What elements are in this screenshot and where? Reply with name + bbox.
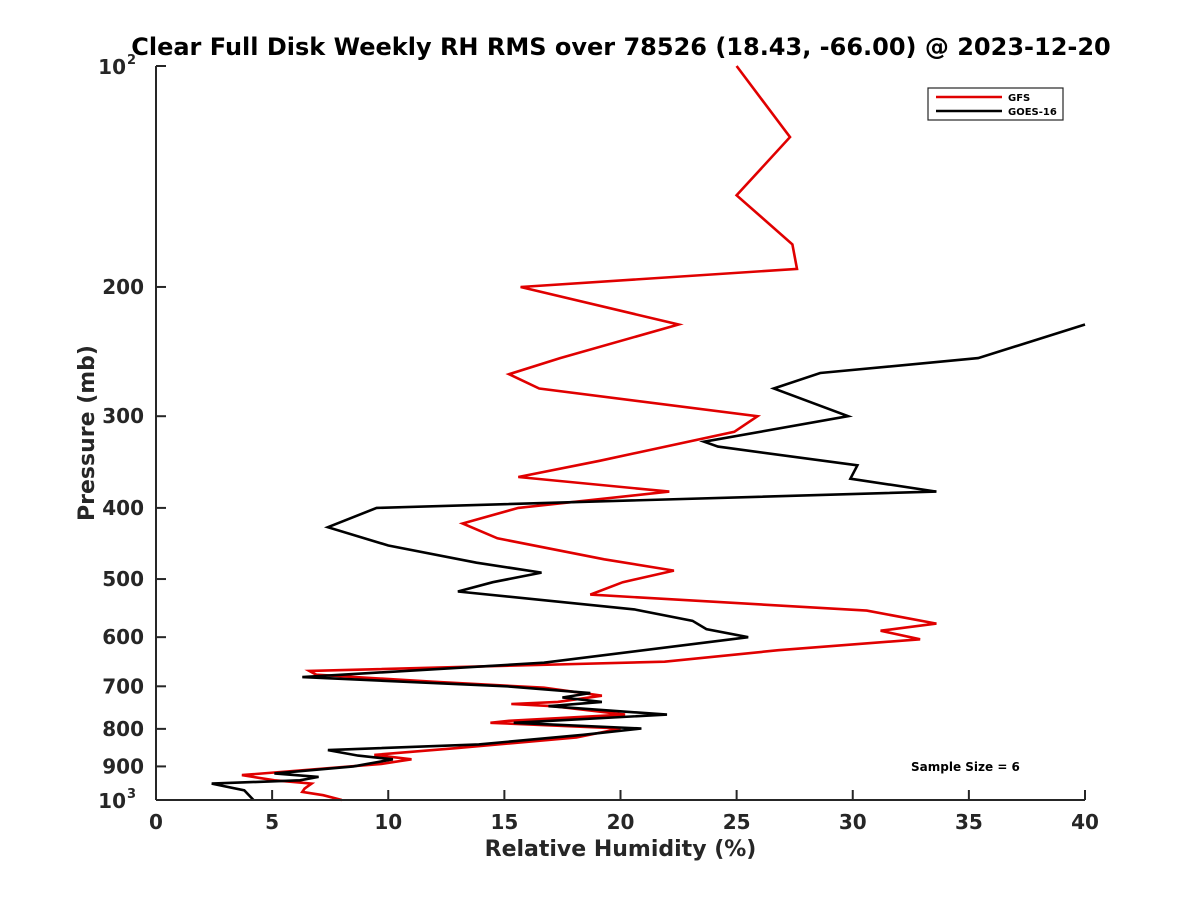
x-tick-label: 25: [723, 810, 751, 834]
y-tick-label: 10 2: [98, 53, 136, 79]
y-tick-label: 10 3: [98, 787, 136, 813]
series-line-gfs: [241, 65, 937, 802]
y-tick-label: 600: [102, 625, 144, 649]
y-tick-label: 400: [102, 496, 144, 520]
legend-label-goes16: GOES-16: [1008, 107, 1057, 118]
x-tick-label: 15: [490, 810, 518, 834]
x-tick-label: 40: [1071, 810, 1099, 834]
x-axis-label: Relative Humidity (%): [485, 837, 757, 862]
y-tick-label-base: 10: [98, 789, 126, 813]
legend-label-gfs: GFS: [1008, 93, 1030, 104]
y-tick-label: 800: [102, 717, 144, 741]
series-layer: [211, 65, 1086, 802]
x-tick-label: 0: [149, 810, 163, 834]
x-tick-label: 35: [955, 810, 983, 834]
y-axis-label: Pressure (mb): [75, 345, 100, 521]
x-tick-label: 5: [265, 810, 279, 834]
x-tick-label: 30: [839, 810, 867, 834]
y-tick-label: 900: [102, 754, 144, 778]
chart-title: Clear Full Disk Weekly RH RMS over 78526…: [131, 33, 1111, 61]
y-tick-label: 500: [102, 567, 144, 591]
y-tick-label-base: 10: [98, 55, 126, 79]
sample-size-annotation: Sample Size = 6: [911, 760, 1020, 774]
x-tick-label: 10: [374, 810, 402, 834]
y-tick-label-exponent: 2: [127, 53, 136, 68]
x-tick-label: 20: [607, 810, 635, 834]
legend: GFS GOES-16: [927, 87, 1064, 121]
series-line-goes16: [211, 323, 1086, 801]
y-tick-label: 200: [102, 275, 144, 299]
y-tick-label-exponent: 3: [127, 787, 136, 802]
legend-box: [927, 87, 1064, 121]
y-tick-label: 700: [102, 674, 144, 698]
y-tick-label: 300: [102, 404, 144, 428]
